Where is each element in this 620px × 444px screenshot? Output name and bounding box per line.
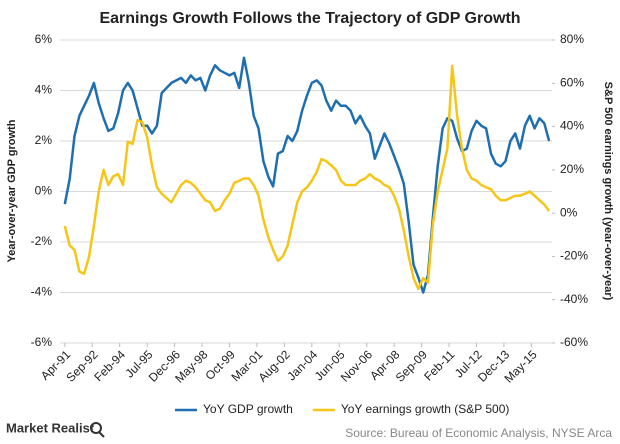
y2-tick-label: 20%	[560, 162, 584, 176]
logo-icon	[90, 422, 102, 434]
brand: Market Realist	[6, 420, 95, 435]
y-tick-label: 4%	[35, 83, 53, 97]
y-axis-label: Year-over-year GDP growth	[6, 119, 18, 262]
y-tick-label: 6%	[35, 32, 53, 46]
y2-tick-label: 80%	[560, 32, 584, 46]
y-tick-label: -4%	[31, 285, 53, 299]
legend-label: YoY earnings growth (S&P 500)	[341, 402, 510, 416]
legend-label: YoY GDP growth	[203, 402, 293, 416]
y-tick-label: -2%	[31, 234, 53, 248]
source: Source: Bureau of Economic Analysis, NYS…	[345, 426, 612, 440]
y-tick-label: -6%	[31, 335, 53, 349]
chart-title: Earnings Growth Follows the Trajectory o…	[99, 10, 520, 27]
logo-icon	[98, 431, 105, 438]
y2-tick-label: -60%	[560, 335, 588, 349]
y2-tick-label: 0%	[560, 205, 578, 219]
x-tick-label: Feb-11	[421, 347, 457, 383]
y2-tick-label: -20%	[560, 249, 588, 263]
y2-tick-label: -40%	[560, 292, 588, 306]
line-series	[63, 56, 551, 294]
y2-tick-label: 40%	[560, 119, 584, 133]
line-series	[63, 64, 551, 291]
x-tick-label: Sep-09	[393, 347, 430, 384]
x-tick-label: Feb-94	[91, 347, 128, 384]
x-tick-label: Nov-06	[338, 347, 375, 384]
y2-axis-label: S&P 500 earnings growth (year-over-year)	[602, 82, 614, 301]
y-tick-label: 2%	[35, 133, 53, 147]
x-tick-label: Aug-02	[255, 347, 292, 384]
y-tick-label: 0%	[35, 184, 53, 198]
y2-tick-label: 60%	[560, 75, 584, 89]
